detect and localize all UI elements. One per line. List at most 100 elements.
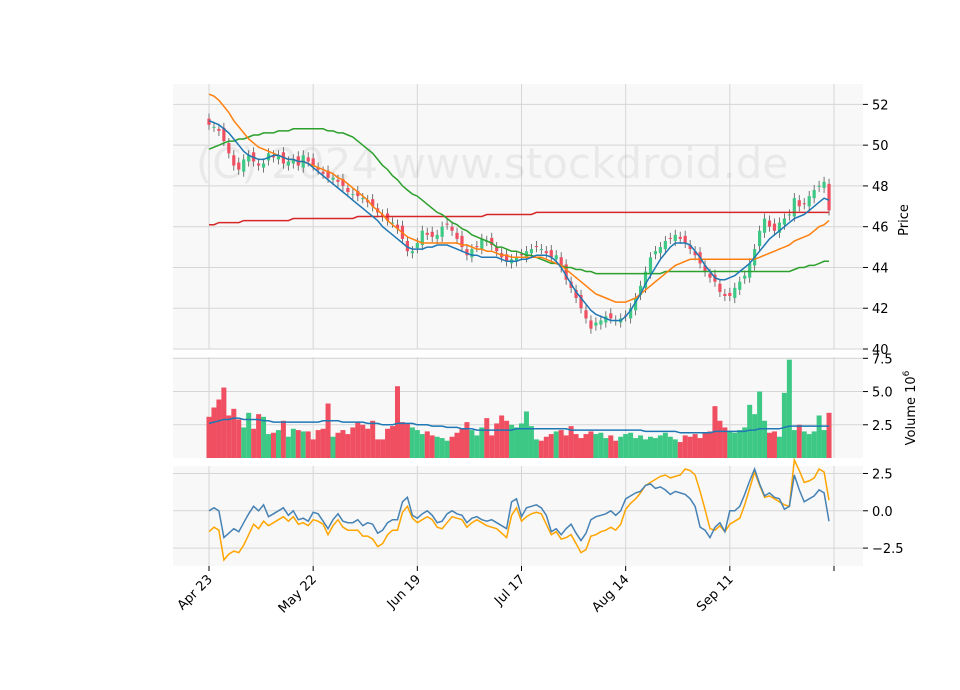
candle-body (554, 255, 558, 260)
volume-bar (623, 434, 629, 458)
candle-body (371, 199, 375, 207)
candle-body (678, 236, 682, 239)
volume-bar (791, 430, 797, 458)
volume-bar (801, 431, 807, 458)
volume-bar (603, 438, 609, 458)
candle-body (395, 224, 400, 229)
volume-ma-line (208, 417, 829, 434)
volume-bar (394, 386, 400, 458)
volume-bar (514, 427, 520, 458)
volume-bar (588, 431, 594, 458)
volume-bar (816, 415, 822, 458)
volume-bar (300, 431, 306, 458)
candle-body (673, 234, 677, 241)
candle-body (604, 316, 608, 323)
candle-body (415, 243, 419, 249)
candle-body (316, 167, 320, 170)
volume-bar (454, 432, 460, 458)
volume-bar (236, 419, 242, 458)
candle-body (222, 127, 226, 142)
volume-bar (246, 412, 252, 458)
candle-body (738, 281, 742, 290)
candle-body (772, 223, 777, 231)
volume-bar (732, 432, 738, 458)
candle-body (564, 264, 568, 280)
volume-bar (350, 427, 356, 458)
ma-short-line (208, 120, 830, 322)
candle-body (445, 223, 449, 225)
volume-bar (434, 436, 440, 458)
ind-y-tick-label: −2.5 (872, 542, 904, 557)
volume-bar (628, 432, 634, 458)
volume-bar (796, 424, 802, 458)
candle-body (708, 273, 712, 278)
volume-bar (211, 407, 217, 458)
volume-bar (469, 430, 475, 458)
candle-body (306, 157, 310, 162)
price-y-tick-label: 46 (872, 221, 889, 236)
candle-body (495, 247, 499, 252)
candle-body (539, 249, 543, 251)
price-y-tick-label: 50 (872, 139, 889, 154)
indicator-1-line (208, 466, 830, 542)
vol-y-tick-label: 7.5 (872, 352, 893, 367)
volume-bar (509, 424, 515, 458)
volume-bar (305, 431, 311, 458)
candle-body (247, 155, 251, 162)
volume-bar (652, 438, 658, 458)
candle-body (683, 235, 687, 243)
candle-body (271, 155, 276, 158)
volume-bar (717, 420, 723, 458)
volume-bar (702, 432, 708, 458)
candle-body (425, 232, 429, 235)
volume-bar (429, 435, 435, 458)
vol-y-tick-label: 2.5 (872, 419, 893, 434)
volume-bar (752, 414, 758, 458)
volume-bar (618, 436, 624, 458)
volume-bar (533, 439, 539, 458)
candle-body (777, 222, 782, 233)
volume-bar (786, 359, 792, 458)
volume-bar (290, 428, 296, 458)
volume-bar (762, 420, 768, 458)
candle-body (420, 230, 424, 246)
candle-body (455, 232, 459, 239)
price-y-tick-label: 48 (872, 180, 889, 195)
candle-body (668, 237, 672, 239)
volume-bar (444, 440, 450, 458)
candle-body (663, 240, 667, 250)
volume-bar (370, 420, 376, 458)
volume-bar (811, 431, 817, 458)
candle-body (827, 183, 831, 211)
candle-body (232, 155, 236, 166)
volume-bar (261, 416, 267, 458)
candle-body (440, 226, 444, 237)
volume-bar (826, 412, 832, 458)
volume-bar (771, 431, 777, 458)
volume-bar (722, 427, 728, 458)
volume-bar (523, 411, 529, 458)
volume-bar (409, 427, 415, 458)
candle-body (782, 218, 786, 225)
volume-bar (489, 435, 495, 458)
candle-body (534, 246, 538, 248)
candle-body (817, 185, 821, 187)
price-y-tick-label: 52 (872, 98, 889, 113)
candle-body (475, 246, 479, 248)
price-y-tick-label: 42 (872, 302, 889, 317)
volume-bar (241, 427, 247, 458)
volume-bar (206, 416, 212, 458)
price-y-tick-label: 40 (872, 343, 889, 358)
price-panel-background (173, 84, 863, 349)
candle-body (638, 285, 643, 295)
candle-body (390, 222, 395, 224)
candle-body (237, 162, 241, 170)
candle-body (812, 190, 816, 199)
candle-body (361, 198, 365, 200)
candle-body (787, 214, 791, 216)
volume-bar (781, 392, 787, 458)
ma-mid-line (208, 93, 830, 303)
volume-bar (747, 404, 753, 458)
candle-body (733, 287, 737, 299)
